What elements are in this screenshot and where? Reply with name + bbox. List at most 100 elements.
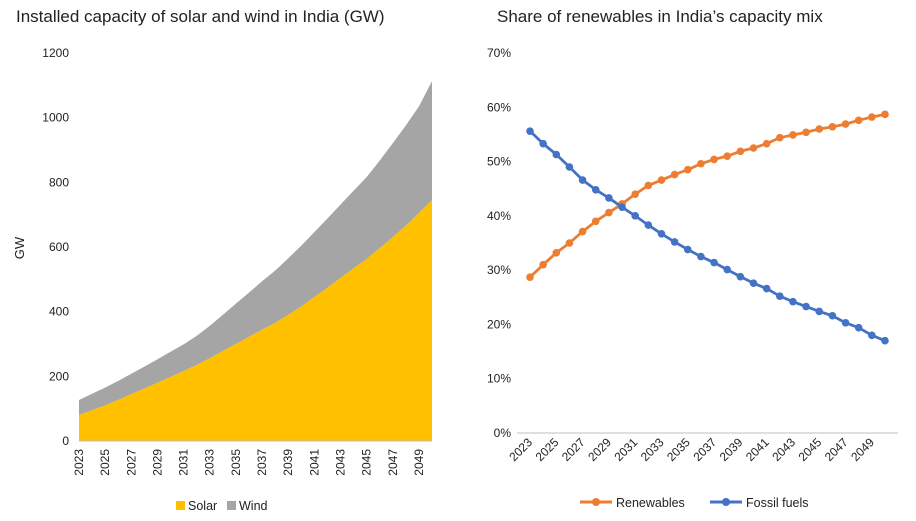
renewables-point xyxy=(828,123,837,131)
renewables-point xyxy=(749,144,758,152)
capacity-ytick-label: 200 xyxy=(49,369,69,383)
fossil-fuels-point xyxy=(802,302,810,311)
fossil-fuels-point xyxy=(776,292,784,301)
capacity-xtick-label: 2049 xyxy=(412,449,426,476)
fossil-fuels-point xyxy=(710,258,718,267)
share-ytick-label: 40% xyxy=(487,209,511,223)
renewables-point xyxy=(591,217,600,226)
capacity-xtick-label: 2023 xyxy=(72,449,86,476)
share-ytick-label: 0% xyxy=(494,426,512,440)
renewables-point xyxy=(670,170,679,179)
fossil-fuels-point xyxy=(631,212,639,220)
capacity-xtick-label: 2035 xyxy=(229,449,243,476)
renewables-point xyxy=(578,227,587,236)
share-ytick-label: 60% xyxy=(487,100,511,114)
renewables-point xyxy=(815,125,824,133)
capacity-chart-plot: 0 200 400 600 800 1000 1200 2023 2025 2027 2029 203… xyxy=(42,46,432,476)
legend-solar-swatch xyxy=(176,501,185,510)
share-chart-legend: Renewables Fossil fuels xyxy=(580,496,809,510)
fossil-fuels-point xyxy=(815,307,824,316)
capacity-chart-legend: Solar Wind xyxy=(176,499,268,513)
fossil-fuels-point xyxy=(683,245,692,254)
capacity-xtick-label: 2029 xyxy=(150,449,164,476)
renewables-point xyxy=(710,155,718,164)
renewables-point xyxy=(736,147,745,156)
renewables-point xyxy=(776,133,784,142)
share-ytick-label: 30% xyxy=(487,263,511,277)
capacity-xtick-label: 2027 xyxy=(124,449,138,476)
wind-area xyxy=(79,81,432,416)
capacity-xtick-label: 2039 xyxy=(281,449,295,476)
renewables-point xyxy=(854,116,863,125)
renewables-point xyxy=(868,113,876,121)
capacity-chart-title: Installed capacity of solar and wind in … xyxy=(16,7,385,26)
fossil-fuels-point xyxy=(552,150,561,159)
capacity-xtick-label: 2025 xyxy=(98,449,112,476)
renewables-point xyxy=(683,165,692,174)
legend-renewables-label: Renewables xyxy=(616,496,685,510)
fossil-fuels-point xyxy=(868,331,876,340)
capacity-xtick-label: 2045 xyxy=(360,449,374,476)
fossil-fuels-point xyxy=(644,221,653,229)
renewables-point xyxy=(762,139,771,148)
fossil-fuels-point xyxy=(605,194,613,202)
fossil-fuels-point xyxy=(591,186,600,194)
capacity-ytick-label: 1200 xyxy=(42,46,69,60)
capacity-ytick-label: 600 xyxy=(49,240,69,254)
legend-wind-label: Wind xyxy=(239,499,268,513)
share-chart-title: Share of renewables in India’s capacity … xyxy=(497,7,823,26)
fossil-fuels-point xyxy=(789,297,797,306)
renewables-point xyxy=(723,152,732,160)
renewables-point xyxy=(802,128,810,137)
fossil-fuels-point xyxy=(762,284,771,293)
legend-fossil-marker xyxy=(722,498,730,506)
fossil-fuels-line xyxy=(529,130,886,343)
legend-solar-label: Solar xyxy=(188,499,217,513)
fossil-fuels-point xyxy=(565,163,574,171)
capacity-ytick-label: 800 xyxy=(49,175,69,189)
renewables-line xyxy=(529,112,886,279)
share-ytick-label: 70% xyxy=(487,46,511,60)
share-ytick-label: 10% xyxy=(487,372,511,386)
fossil-fuels-point xyxy=(841,319,850,327)
renewables-point xyxy=(552,248,561,257)
share-ytick-label: 20% xyxy=(487,317,511,331)
capacity-xtick-label: 2043 xyxy=(333,449,347,476)
legend-renewables-marker xyxy=(592,498,600,506)
solar-area xyxy=(79,200,432,441)
fossil-fuels-point xyxy=(881,336,889,345)
renewables-point xyxy=(644,181,653,190)
capacity-xtick-label: 2037 xyxy=(255,449,269,476)
capacity-xtick-label: 2033 xyxy=(203,449,217,476)
renewables-point xyxy=(631,190,639,198)
capacity-xtick-label: 2047 xyxy=(386,449,400,476)
renewables-point xyxy=(526,273,534,282)
capacity-xtick-label: 2031 xyxy=(177,449,191,476)
fossil-fuels-point xyxy=(723,265,732,274)
renewables-point xyxy=(841,120,850,128)
capacity-ytick-label: 1000 xyxy=(42,111,69,125)
capacity-chart-ylabel: GW xyxy=(12,236,27,259)
renewables-point xyxy=(605,208,613,217)
legend-fossil-label: Fossil fuels xyxy=(746,496,809,510)
renewables-point xyxy=(789,131,797,139)
fossil-fuels-point xyxy=(526,127,534,135)
fossil-fuels-point xyxy=(828,311,837,320)
fossil-fuels-point xyxy=(670,238,679,246)
fossil-fuels-point xyxy=(697,252,705,261)
renewables-point xyxy=(539,260,547,269)
fossil-fuels-point xyxy=(657,229,666,238)
fossil-fuels-point xyxy=(539,139,547,148)
renewables-point xyxy=(565,239,574,247)
fossil-fuels-point xyxy=(736,272,745,281)
renewables-point xyxy=(697,159,705,168)
renewables-point xyxy=(881,110,889,119)
legend-wind-swatch xyxy=(227,501,236,510)
fossil-fuels-point xyxy=(618,203,626,211)
renewables-point xyxy=(657,176,666,184)
share-ytick-label: 50% xyxy=(487,155,511,169)
capacity-xtick-label: 2041 xyxy=(307,449,321,476)
capacity-ytick-label: 0 xyxy=(62,434,69,448)
